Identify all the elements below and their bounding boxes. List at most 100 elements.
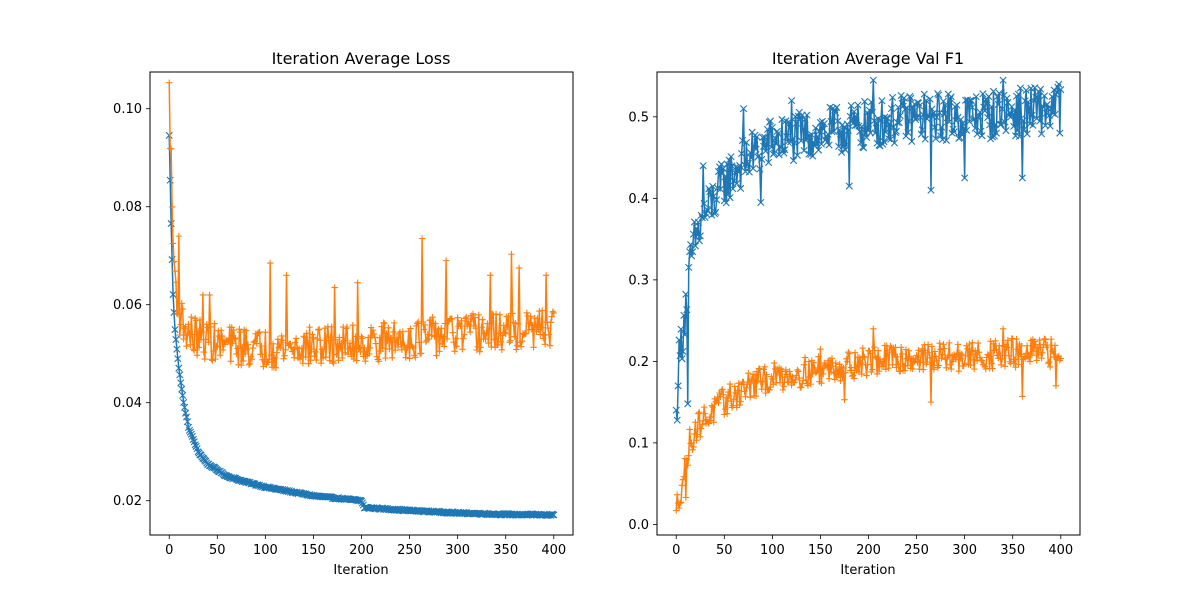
valf1-series-2-marker	[690, 443, 697, 451]
valf1-xtick-label: 150	[808, 543, 833, 558]
valf1-series-2-marker	[843, 355, 850, 363]
loss-series-2-marker	[448, 315, 456, 323]
valf1-chart-xlabel: Iteration	[840, 563, 895, 578]
loss-series-2-marker	[424, 331, 432, 338]
loss-series-2-marker	[522, 330, 530, 337]
valf1-series-1-marker	[869, 76, 877, 84]
loss-series-2-marker	[317, 360, 325, 367]
loss-series-2-marker	[511, 333, 518, 340]
valf1-series-2-marker	[1047, 335, 1055, 343]
valf1-series-1-marker	[966, 96, 974, 105]
loss-series-2-marker	[469, 310, 477, 317]
loss-series-2-marker	[433, 352, 440, 359]
valf1-series-2-marker	[740, 378, 747, 386]
loss-series-2-marker	[485, 339, 492, 347]
valf1-series-2-marker	[767, 383, 774, 391]
loss-series-2-marker	[314, 335, 321, 343]
valf1-series-2-marker	[796, 374, 803, 382]
valf1-series-2-marker	[997, 361, 1005, 369]
valf1-series-2-marker	[846, 350, 853, 357]
loss-series-2-marker	[496, 311, 504, 318]
valf1-series-2-marker	[847, 367, 854, 374]
valf1-series-1-marker	[772, 140, 780, 148]
valf1-series-2-marker	[680, 473, 688, 480]
loss-series-2-marker	[386, 345, 393, 353]
valf1-series-2-marker	[1010, 360, 1017, 367]
valf1-series-2-marker	[915, 347, 922, 354]
loss-series-2-marker	[282, 346, 289, 353]
valf1-series-2-marker	[1004, 337, 1012, 344]
valf1-series-1-marker	[762, 147, 770, 155]
valf1-series-2-marker	[1042, 336, 1049, 343]
valf1-series-2-marker	[860, 353, 867, 360]
valf1-series-2-marker	[798, 384, 805, 391]
valf1-series-2-marker	[747, 394, 754, 401]
loss-series-2-marker	[409, 343, 416, 351]
loss-series-2-marker	[365, 334, 372, 341]
loss-series-2-marker	[358, 333, 365, 340]
valf1-series-2-marker	[845, 349, 852, 356]
valf1-series-1-marker	[1029, 121, 1037, 129]
valf1-series-2-marker	[1036, 336, 1043, 344]
valf1-series-2-marker	[802, 376, 810, 384]
valf1-series-1-marker	[868, 108, 876, 116]
loss-series-2-marker	[174, 311, 182, 318]
valf1-series-1-marker	[907, 94, 915, 102]
valf1-series-1-marker	[746, 148, 754, 157]
loss-ytick-label: 0.10	[113, 102, 142, 117]
loss-series-2-marker	[261, 357, 268, 365]
loss-series-2-marker	[255, 329, 262, 336]
loss-series-2-marker	[372, 340, 380, 347]
valf1-series-2-marker	[927, 398, 935, 406]
loss-series-2-marker	[333, 351, 340, 358]
loss-series-2-marker	[276, 340, 283, 348]
valf1-series-2-marker	[774, 369, 782, 376]
loss-series-2-marker	[283, 272, 290, 279]
loss-series-2-marker	[244, 341, 252, 348]
valf1-series-1-marker	[953, 101, 961, 109]
valf1-series-2-marker	[1039, 349, 1046, 357]
valf1-series-2-marker	[935, 362, 942, 369]
loss-series-2-marker	[392, 339, 400, 346]
valf1-series-1-marker	[968, 103, 976, 111]
valf1-series-1-marker	[918, 126, 926, 134]
loss-series-2-marker	[476, 348, 483, 355]
valf1-series-1-marker	[900, 94, 908, 102]
valf1-series-1-marker	[828, 128, 836, 136]
loss-series-2-marker	[373, 353, 381, 360]
valf1-series-1-marker	[812, 124, 820, 132]
loss-xtick-label: 150	[301, 543, 326, 558]
valf1-series-1-marker	[855, 122, 863, 130]
valf1-series-2-marker	[851, 349, 859, 356]
valf1-series-1-marker	[1037, 130, 1046, 138]
valf1-series-1-marker	[721, 173, 729, 181]
valf1-series-2-marker	[724, 388, 732, 396]
valf1-series-2-marker	[688, 439, 695, 447]
loss-series-2-marker	[523, 309, 531, 316]
valf1-series-2-marker	[700, 403, 708, 411]
valf1-series-1-marker	[970, 115, 978, 123]
valf1-series-1-marker	[685, 263, 693, 272]
valf1-series-2-marker	[1037, 344, 1044, 351]
valf1-series-1-marker	[978, 132, 986, 140]
valf1-series-2-marker	[748, 377, 756, 384]
valf1-series-1-marker	[718, 169, 726, 177]
loss-series-2-marker	[438, 325, 445, 332]
valf1-series-1-marker	[965, 117, 974, 126]
loss-series-2-marker	[435, 325, 442, 333]
loss-series-2	[166, 79, 557, 372]
loss-series-2-marker	[287, 340, 294, 348]
valf1-series-1-marker	[813, 132, 822, 141]
valf1-series-1-marker	[804, 132, 812, 140]
valf1-series-2-marker	[933, 357, 940, 365]
loss-series-1-marker	[175, 364, 183, 372]
loss-series-2-marker	[216, 351, 224, 359]
valf1-series-1-marker	[847, 102, 855, 110]
valf1-series-1-marker	[885, 135, 893, 143]
loss-series-2-marker	[316, 326, 323, 333]
valf1-series-1-marker	[981, 107, 989, 115]
valf1-series-1-marker	[1056, 129, 1064, 137]
loss-series-2-marker	[239, 343, 246, 351]
valf1-series-1-marker	[842, 141, 850, 149]
valf1-series-2-marker	[863, 372, 870, 379]
